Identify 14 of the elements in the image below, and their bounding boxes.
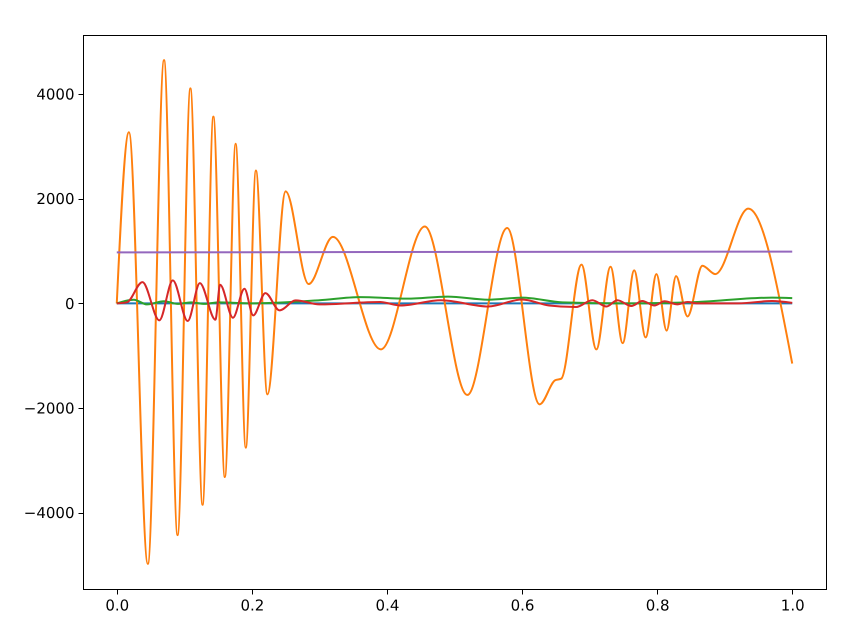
line-series <box>116 296 794 306</box>
x-tick-label: 0.6 <box>510 596 534 614</box>
x-tick-label: 0.4 <box>376 596 400 614</box>
x-tick-label: 1.0 <box>780 596 805 614</box>
x-tick-label: 0.8 <box>646 596 670 614</box>
line-series <box>116 279 794 322</box>
y-tick-label: 0 <box>64 294 74 313</box>
y-tick-label: −4000 <box>24 504 74 522</box>
x-tick-label: 0.2 <box>240 596 264 614</box>
line-series <box>116 59 794 565</box>
y-tick-label: 4000 <box>36 86 74 104</box>
y-tick-label: −2000 <box>24 399 74 418</box>
x-tick-label: 0.0 <box>105 596 130 614</box>
y-tick-label: 2000 <box>36 190 74 208</box>
